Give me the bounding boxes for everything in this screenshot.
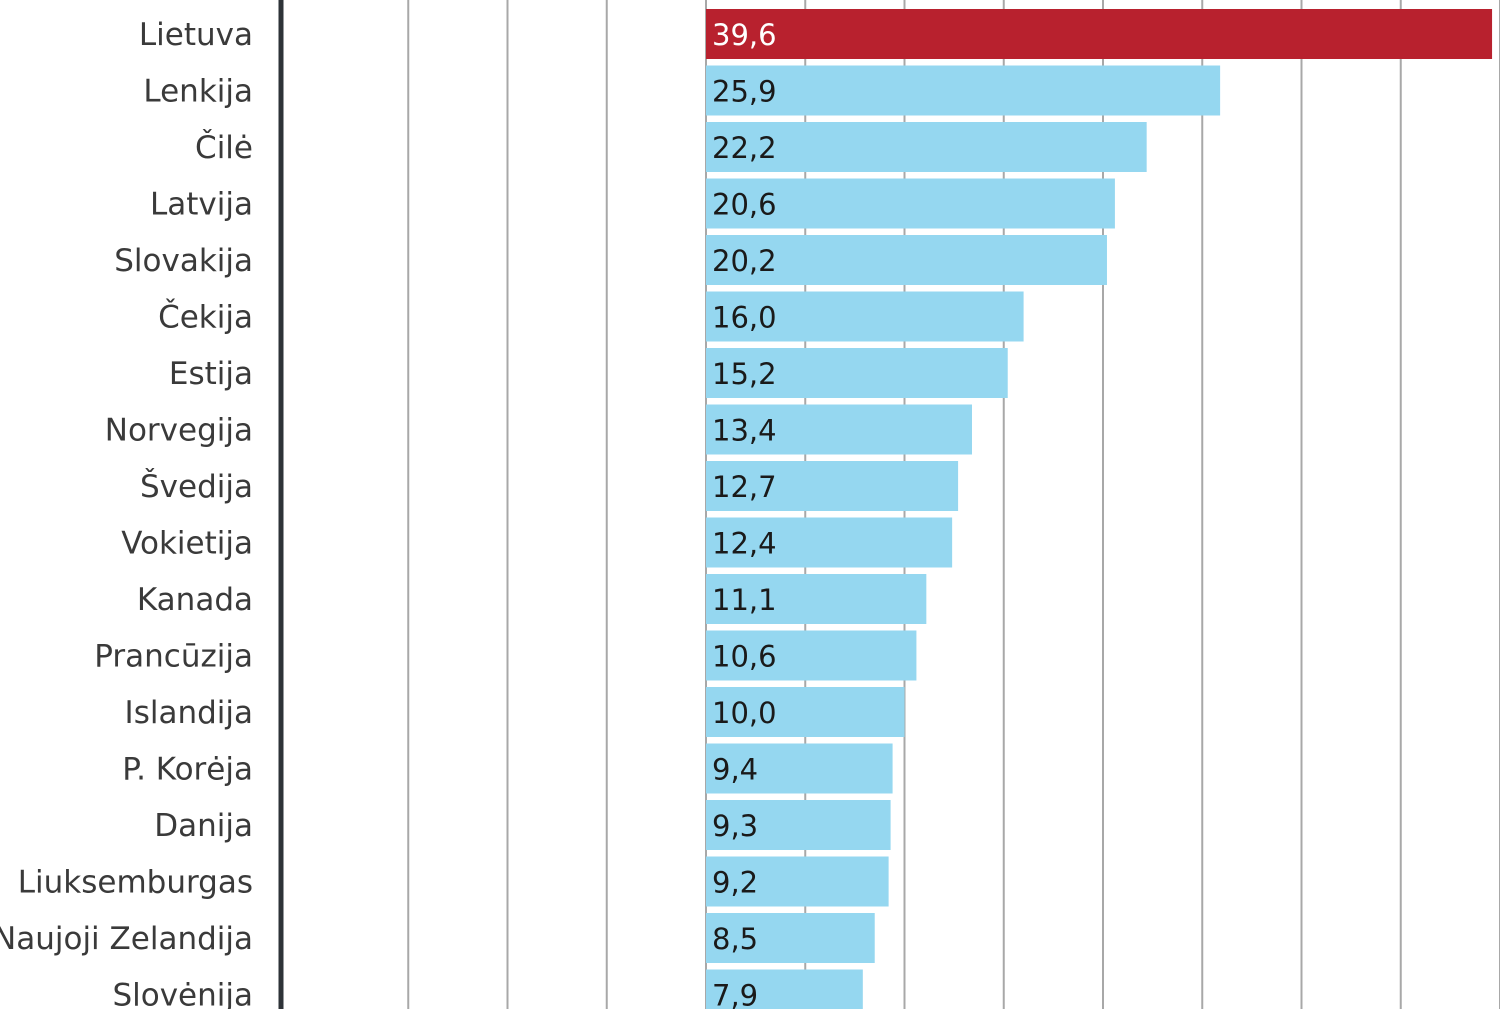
value-label: 10,0 — [712, 696, 777, 730]
bar — [706, 856, 889, 907]
bar — [706, 800, 891, 850]
category-label: Vokietija — [121, 526, 253, 562]
bar — [706, 687, 905, 737]
bar — [706, 348, 1008, 398]
value-label: 13,4 — [712, 414, 777, 448]
bar — [706, 913, 875, 963]
value-label: 9,3 — [712, 809, 758, 843]
value-label: 22,2 — [712, 131, 777, 165]
category-label: Čilė — [195, 129, 253, 166]
category-label: Estija — [169, 356, 253, 392]
value-label: 20,6 — [712, 188, 777, 222]
value-label: 7,9 — [712, 979, 758, 1009]
category-labels: Lietuva Lenkija Čilė Latvija Slovakija Čekija… — [0, 17, 253, 1009]
bar — [706, 65, 1221, 116]
value-label: 15,2 — [712, 357, 777, 391]
bar — [706, 969, 863, 1009]
bar — [706, 574, 927, 624]
category-label: Liuksemburgas — [18, 865, 253, 901]
value-label: 12,7 — [712, 470, 777, 504]
category-label: Čekija — [158, 299, 253, 336]
value-label: 39,6 — [712, 18, 777, 52]
category-label: P. Korėja — [122, 752, 253, 788]
category-label: Latvija — [150, 187, 253, 223]
value-label: 11,1 — [712, 583, 777, 617]
value-label: 25,9 — [712, 75, 777, 109]
category-label: Prancūzija — [94, 639, 253, 675]
value-label: 9,2 — [712, 866, 758, 900]
bar — [706, 9, 1493, 59]
value-label: 8,5 — [712, 922, 758, 956]
bar — [706, 517, 953, 568]
bar — [706, 630, 917, 681]
value-labels: 39,6 25,9 22,2 20,6 20,2 16,0 15,2 13,4 12,7 12,4… — [712, 18, 777, 1009]
category-label: Islandija — [125, 695, 253, 731]
value-label: 16,0 — [712, 301, 777, 335]
bar — [706, 235, 1107, 285]
category-label: Lenkija — [143, 74, 253, 110]
value-label: 9,4 — [712, 753, 758, 787]
category-label: Danija — [154, 808, 253, 844]
bar — [706, 178, 1115, 229]
value-label: 10,6 — [712, 640, 777, 674]
bar — [706, 122, 1147, 172]
category-label: Lietuva — [139, 17, 253, 53]
value-label: 12,4 — [712, 527, 777, 561]
bar — [706, 291, 1024, 342]
value-label: 20,2 — [712, 244, 777, 278]
category-label: Kanada — [137, 582, 253, 618]
bar — [706, 461, 959, 511]
bar — [706, 743, 893, 794]
category-label: Naujoji Zelandija — [0, 921, 253, 957]
category-label: Švedija — [140, 468, 253, 505]
category-label: Slovakija — [114, 243, 253, 279]
bar — [706, 404, 972, 455]
category-label: Norvegija — [105, 413, 253, 449]
category-label: Slovėnija — [112, 978, 253, 1009]
bars — [706, 9, 1493, 1009]
